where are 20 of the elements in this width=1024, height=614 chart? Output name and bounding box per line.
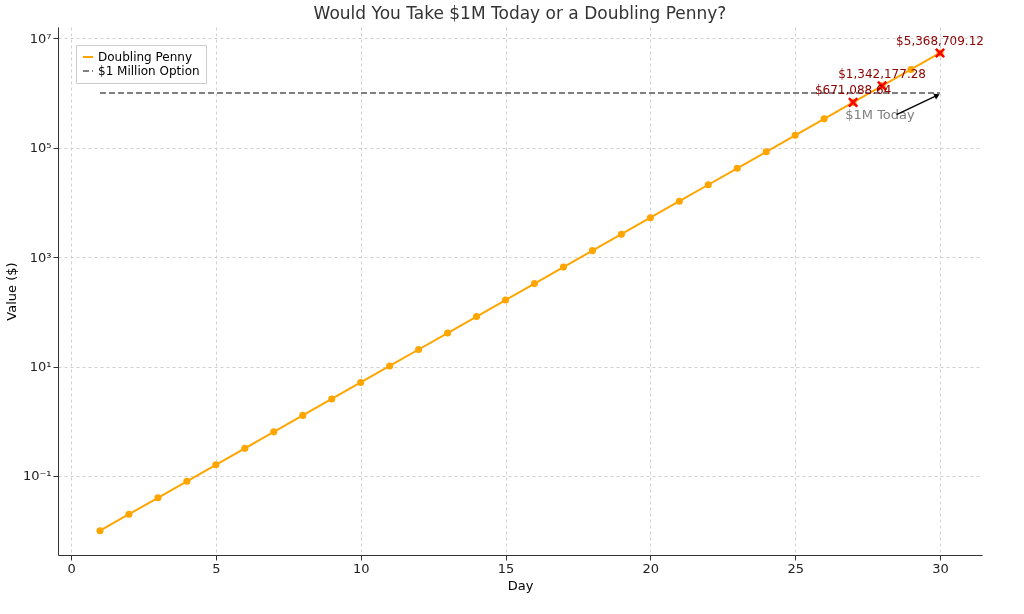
annotation: $1M Today bbox=[845, 106, 916, 122]
data-label: $671,088.64 bbox=[814, 83, 892, 98]
y-tick-label: 10¹ bbox=[29, 359, 52, 375]
y-axis-title: Value ($) bbox=[3, 262, 19, 321]
y-tick-label: 10⁷ bbox=[29, 30, 52, 46]
x-tick-label: 15 bbox=[497, 560, 515, 576]
x-tick-label: 25 bbox=[787, 560, 804, 576]
chart-title: Would You Take $1M Today or a Doubling Penny? bbox=[313, 3, 727, 23]
legend-label: Doubling Penny bbox=[98, 50, 193, 64]
x-axis-title: Day bbox=[507, 577, 534, 593]
y-tick-label: 10⁵ bbox=[29, 140, 52, 156]
legend-label: $1 Million Option bbox=[98, 64, 200, 78]
data-label: $5,368,709.12 bbox=[896, 33, 984, 48]
y-tick-label: 10⁻¹ bbox=[22, 468, 52, 484]
x-tick-label: 5 bbox=[212, 560, 221, 576]
x-tick-label: 30 bbox=[932, 560, 949, 576]
x-tick-label: 10 bbox=[352, 560, 370, 576]
x-tick-label: 20 bbox=[642, 560, 660, 576]
y-tick-label: 10³ bbox=[29, 249, 52, 265]
x-tick-label: 0 bbox=[67, 560, 76, 576]
